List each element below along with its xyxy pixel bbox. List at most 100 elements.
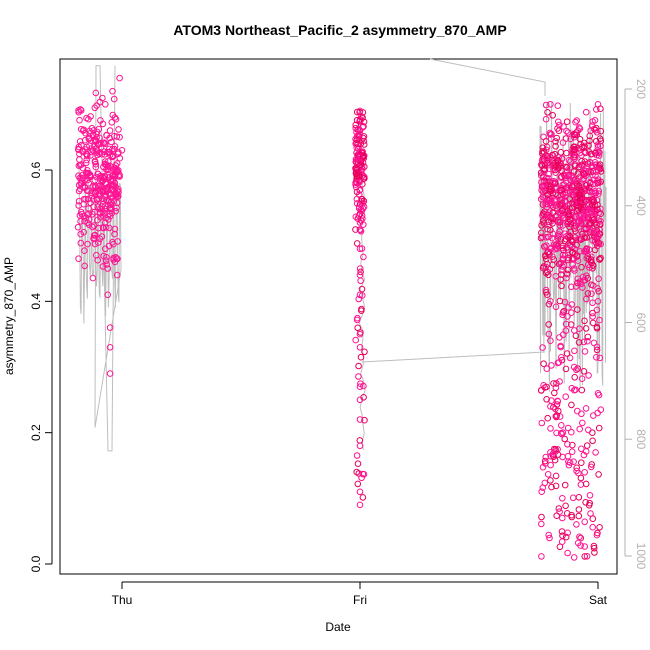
data-point (593, 306, 601, 314)
data-point (357, 268, 364, 276)
data-point (554, 164, 562, 171)
data-point (77, 208, 85, 216)
data-point (553, 512, 561, 520)
data-point (584, 337, 591, 345)
data-point (88, 192, 95, 200)
data-point (577, 212, 585, 219)
data-point (561, 230, 569, 237)
data-point (558, 528, 566, 535)
data-point (541, 182, 548, 189)
data-point (576, 278, 584, 285)
data-point (594, 101, 602, 108)
data-point (548, 157, 556, 164)
data-point (77, 161, 84, 169)
data-point (575, 124, 583, 131)
data-point (97, 214, 104, 221)
data-point (564, 441, 571, 448)
data-point (87, 152, 94, 159)
data-point (544, 225, 551, 233)
data-point (97, 144, 105, 151)
data-point (558, 430, 566, 438)
data-point (561, 481, 569, 489)
data-point (590, 339, 598, 347)
depth-line-thu (78, 65, 122, 452)
data-point (597, 240, 605, 248)
data-point (581, 348, 589, 355)
data-point (93, 173, 100, 181)
data-point (557, 343, 565, 351)
data-point (539, 484, 547, 492)
data-point (559, 139, 567, 146)
data-point (578, 158, 586, 165)
data-point (587, 256, 595, 263)
data-point (594, 166, 602, 174)
data-point (96, 190, 103, 197)
data-point (583, 206, 591, 214)
data-point (355, 362, 362, 370)
y-tick-label: 0.2 (29, 424, 43, 441)
data-point (586, 137, 593, 145)
data-point (559, 514, 566, 522)
data-point (567, 135, 574, 143)
data-point (538, 172, 545, 179)
data-point (92, 138, 99, 145)
data-point (549, 220, 556, 227)
y-axis-left: 0.0 0.2 0.4 0.6 (29, 161, 53, 572)
data-point (360, 153, 367, 161)
data-point (573, 241, 580, 249)
data-point (538, 222, 545, 229)
data-point (561, 252, 569, 259)
data-point (543, 365, 551, 373)
data-point (572, 386, 579, 394)
data-point (356, 488, 364, 496)
plot-frame (59, 58, 618, 575)
data-point (586, 184, 593, 191)
data-point (586, 492, 594, 499)
data-point (564, 452, 572, 460)
data-point (75, 202, 82, 209)
data-point (102, 224, 110, 231)
data-point (538, 513, 545, 521)
data-point (112, 183, 119, 190)
data-point (594, 232, 602, 239)
data-point (548, 483, 555, 491)
data-point (93, 134, 100, 141)
data-point (88, 124, 96, 132)
data-point (356, 383, 364, 391)
data-point (538, 229, 545, 237)
data-point (356, 437, 364, 444)
data-point (569, 261, 576, 268)
data-point (357, 353, 365, 361)
data-point (352, 213, 360, 221)
data-point (553, 380, 560, 387)
data-point (80, 228, 87, 236)
data-point (360, 123, 367, 130)
data-point (111, 114, 119, 121)
data-point (106, 370, 114, 377)
data-point (360, 221, 367, 228)
data-point (588, 164, 596, 172)
data-point (352, 165, 360, 172)
data-point (102, 219, 109, 226)
data-point (89, 211, 96, 218)
data-point (596, 316, 603, 324)
data-point (92, 89, 100, 97)
data-point (565, 461, 573, 469)
data-point (545, 330, 553, 338)
data-point (116, 133, 123, 141)
data-point (542, 252, 549, 259)
data-point (93, 130, 100, 138)
data-point (580, 368, 588, 375)
data-point (590, 544, 598, 552)
data-point (542, 286, 550, 294)
data-point (555, 359, 563, 366)
data-point (584, 333, 592, 341)
data-point (558, 173, 565, 180)
data-point (577, 474, 585, 482)
data-point (555, 127, 563, 134)
data-point (559, 311, 566, 319)
data-point (360, 118, 368, 126)
data-point (550, 453, 558, 461)
data-point (547, 449, 554, 456)
